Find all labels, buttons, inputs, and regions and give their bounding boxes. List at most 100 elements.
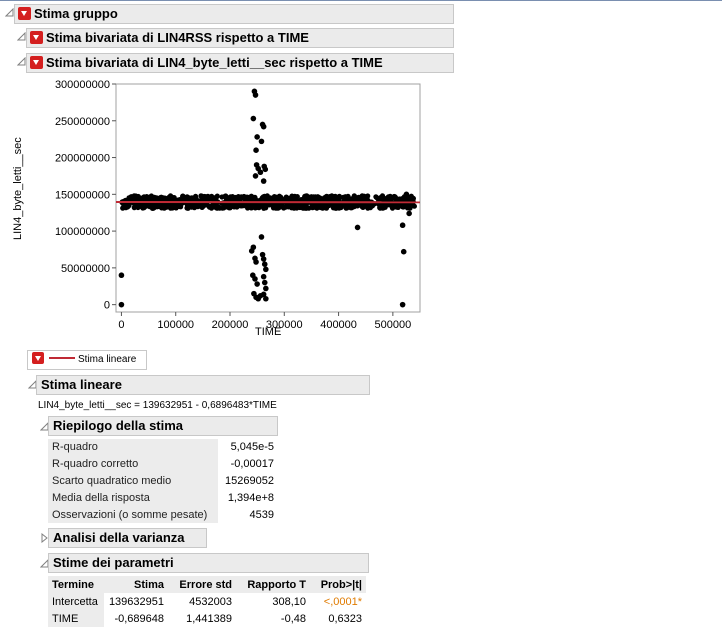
y-tick-label: 200000000 (55, 153, 110, 165)
data-point (367, 205, 373, 211)
section1-header[interactable]: Stima bivariata di LIN4RSS rispetto a TI… (26, 28, 454, 48)
data-point (291, 205, 297, 211)
summary-value: -0,00017 (230, 458, 274, 471)
data-point (131, 205, 137, 211)
disclosure-open-icon[interactable] (5, 8, 14, 17)
data-point (391, 193, 397, 200)
data-point (250, 115, 257, 122)
data-point (308, 194, 315, 200)
data-point (250, 194, 256, 200)
data-point (250, 202, 256, 208)
summary-header[interactable]: Riepilogo della stima (48, 416, 278, 436)
params-table: Termine Stima Errore std Rapporto T Prob… (48, 576, 366, 627)
params-header[interactable]: Stime dei parametri (48, 553, 369, 573)
data-point (386, 195, 392, 201)
data-point (252, 276, 258, 282)
data-point (253, 259, 259, 265)
data-point (259, 251, 266, 258)
data-point (151, 194, 158, 200)
legend-button[interactable]: Stima lineare (27, 350, 147, 370)
data-point (266, 196, 272, 203)
data-point (258, 234, 265, 240)
param-prob: <,0001* (323, 595, 362, 608)
data-point (354, 224, 361, 231)
y-tick-label: 100000000 (55, 226, 110, 238)
data-point (351, 195, 358, 201)
data-point (258, 202, 264, 208)
legend-line-swatch (49, 357, 75, 360)
section2-title: Stima bivariata di LIN4_byte_letti__sec … (46, 55, 383, 70)
data-point (260, 178, 267, 184)
data-point (240, 202, 246, 208)
data-point (156, 203, 162, 210)
data-point (302, 193, 308, 199)
data-point (316, 195, 323, 201)
disclosure-closed-icon[interactable] (40, 533, 49, 543)
table-row: Scarto quadratico medio 15269052 (48, 472, 278, 490)
summary-value: 15269052 (225, 474, 274, 487)
data-point (254, 281, 260, 287)
fit-header[interactable]: Stima lineare (36, 375, 370, 395)
data-point (395, 204, 401, 210)
data-point (209, 203, 215, 209)
data-point (273, 205, 279, 211)
data-point (263, 285, 269, 292)
data-point (262, 194, 268, 200)
top-border (0, 0, 722, 1)
data-point (253, 147, 259, 153)
data-point (229, 194, 236, 200)
data-point (309, 205, 316, 211)
param-estimate: -0,689648 (114, 612, 164, 625)
anova-title: Analisi della varianza (53, 530, 185, 545)
table-row: R-quadro corretto -0,00017 (48, 455, 278, 473)
data-point (326, 202, 332, 208)
data-point (202, 196, 208, 202)
red-triangle-menu-icon[interactable] (32, 352, 44, 365)
summary-table: R-quadro 5,045e-5 R-quadro corretto -0,000… (48, 439, 278, 523)
x-tick-label: 400000 (320, 319, 357, 331)
data-point (195, 204, 201, 210)
table-row: Media della risposta 1,394e+8 (48, 489, 278, 507)
summary-label: Osservazioni (o somme pesate) (48, 506, 218, 523)
col-header: Stima (104, 576, 168, 593)
data-point (141, 194, 147, 200)
data-point (219, 194, 225, 200)
data-point (261, 261, 268, 267)
fit-equation: LIN4_byte_letti__sec = 139632951 - 0,689… (38, 400, 277, 411)
data-point (407, 205, 413, 211)
table-row: Intercetta 139632951 4532003 308,10 <,00… (48, 593, 366, 610)
data-point (406, 210, 412, 217)
data-point (135, 204, 141, 211)
summary-label: R-quadro (48, 439, 218, 456)
summary-label: Media della risposta (48, 489, 218, 507)
disclosure-open-icon[interactable] (17, 57, 26, 66)
data-point (373, 194, 379, 200)
data-point (217, 205, 223, 211)
y-tick-label: 300000000 (55, 79, 110, 91)
col-header: Termine (48, 576, 104, 593)
data-point (337, 203, 343, 209)
scatter-chart[interactable]: 0 50000000 100000000 150000000 200000000 2500… (0, 76, 460, 346)
data-point (133, 193, 139, 199)
data-point (405, 196, 411, 202)
y-tick-label: 0 (104, 300, 110, 312)
col-header: Rapporto T (236, 576, 310, 593)
data-point (162, 196, 169, 202)
anova-header[interactable]: Analisi della varianza (48, 528, 207, 548)
data-point (331, 194, 337, 200)
data-point (152, 201, 158, 207)
y-tick-label: 250000000 (55, 116, 110, 128)
group-header[interactable]: Stima gruppo (14, 4, 454, 24)
red-triangle-menu-icon[interactable] (30, 56, 43, 70)
x-tick-label: 200000 (212, 319, 249, 331)
summary-label: Scarto quadratico medio (48, 472, 218, 490)
data-point (257, 169, 264, 176)
disclosure-open-icon[interactable] (17, 32, 26, 41)
summary-value: 1,394e+8 (227, 491, 274, 504)
data-point (292, 196, 298, 202)
red-triangle-menu-icon[interactable] (18, 7, 31, 21)
x-tick-label: 0 (118, 319, 124, 331)
red-triangle-menu-icon[interactable] (30, 31, 43, 45)
data-point (298, 203, 304, 209)
section2-header[interactable]: Stima bivariata di LIN4_byte_letti__sec … (26, 53, 454, 73)
